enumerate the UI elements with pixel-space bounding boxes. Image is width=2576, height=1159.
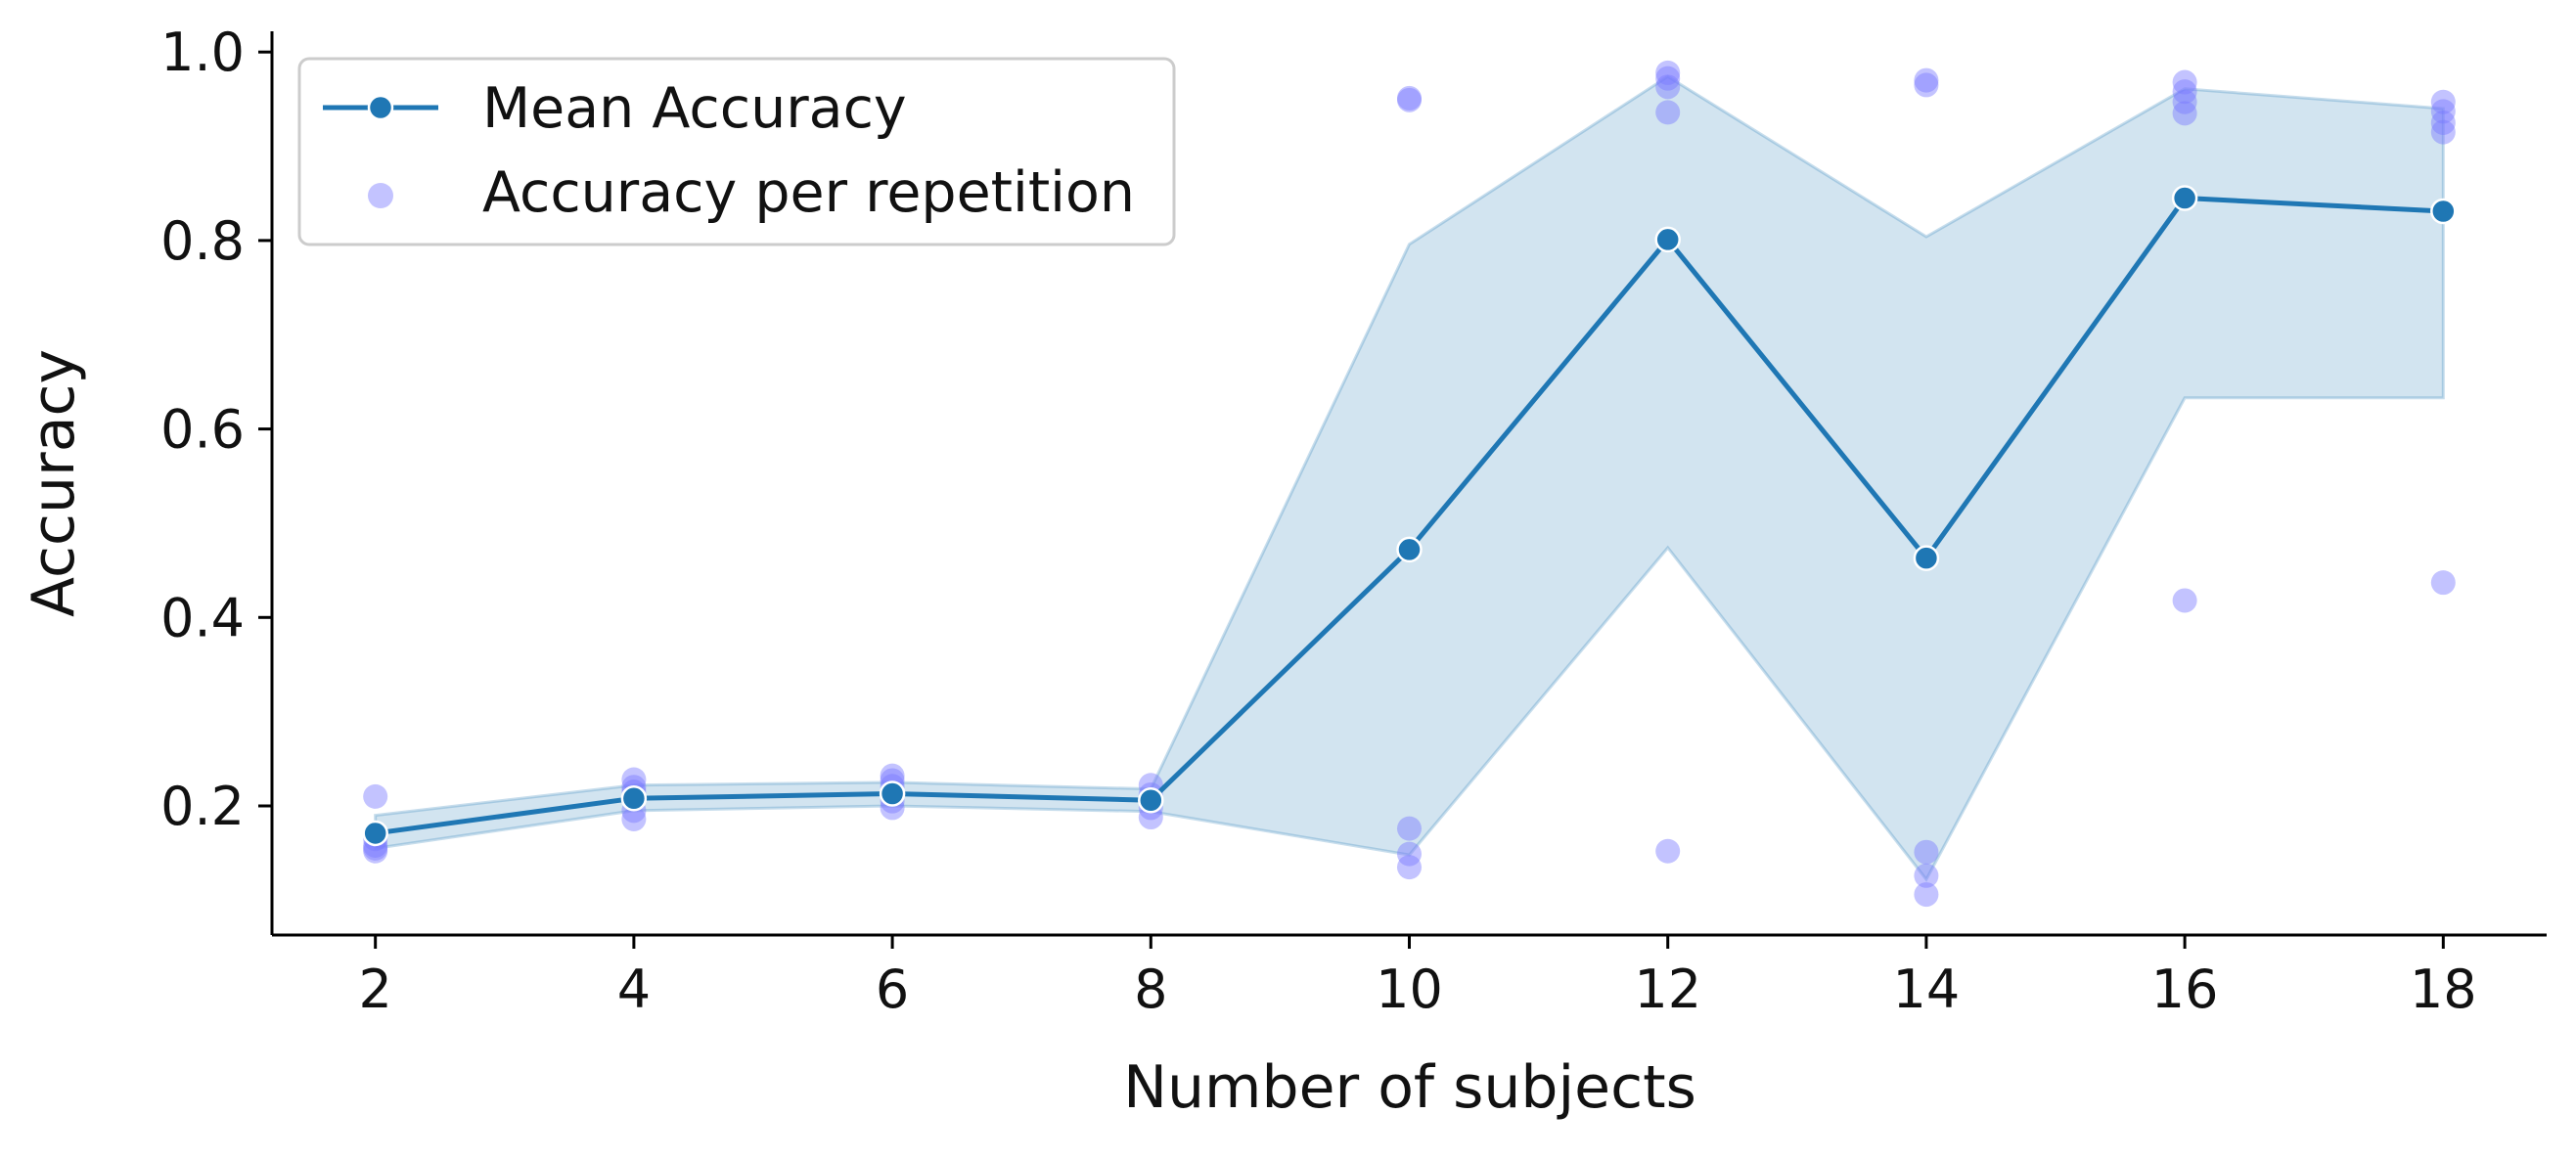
scatter-point-10-21 (1397, 87, 1422, 112)
scatter-point-4-5 (621, 767, 647, 792)
scatter-point-12-26 (1655, 66, 1681, 91)
scatter-point-14-33 (1914, 863, 1939, 888)
scatter-point-12-27 (1655, 74, 1681, 100)
y-ticks: 0.2 0.4 0.6 0.8 1.0 (160, 22, 272, 837)
mean-accuracy-marker-10 (1396, 536, 1423, 563)
scatter-point-16-38 (2172, 101, 2197, 126)
scatter-point-14-30 (1914, 67, 1939, 93)
scatter-point-12-29 (1655, 838, 1681, 864)
x-tick-label-18: 18 (2410, 958, 2477, 1020)
legend-scatter-swatch (368, 183, 393, 208)
scatter-point-2-2 (363, 838, 388, 864)
x-ticks: 2 4 6 8 10 12 14 16 18 (359, 935, 2477, 1020)
mean-accuracy-marker-14 (1913, 545, 1940, 571)
x-axis-title: Number of subjects (1123, 1053, 1696, 1122)
scatter-point-16-35 (2172, 69, 2197, 95)
scatter-point-16-37 (2172, 89, 2197, 114)
scatter-point-16-36 (2172, 79, 2197, 105)
scatter-point-18-40 (2430, 89, 2456, 114)
legend: Mean Accuracy Accuracy per repetition (297, 57, 1176, 246)
scatter-point-14-32 (1914, 839, 1939, 865)
scatter-point-12-25 (1655, 60, 1681, 85)
mean-accuracy-marker-12 (1654, 226, 1681, 253)
scatter-point-18-41 (2430, 99, 2456, 124)
mean-accuracy-marker-4 (620, 785, 648, 812)
x-tick-label-14: 14 (1893, 958, 1961, 1020)
scatter-point-10-20 (1397, 85, 1422, 111)
scatter-point-12-28 (1655, 100, 1681, 125)
scatter-point-18-42 (2430, 110, 2456, 135)
x-tick-label-16: 16 (2151, 958, 2219, 1020)
x-tick-label-10: 10 (1376, 958, 1443, 1020)
x-tick-label-4: 4 (617, 958, 651, 1020)
x-tick-label-8: 8 (1134, 958, 1167, 1020)
scatter-point-6-10 (880, 763, 905, 788)
mean-accuracy-marker-6 (879, 780, 906, 807)
scatter-point-10-23 (1397, 841, 1422, 867)
y-tick-label-1: 1.0 (160, 22, 245, 83)
x-tick-label-6: 6 (876, 958, 909, 1020)
y-tick-label-0.6: 0.6 (160, 399, 245, 461)
x-tick-label-2: 2 (359, 958, 392, 1020)
legend-mean-marker-swatch (367, 94, 394, 121)
y-tick-label-0.2: 0.2 (160, 776, 245, 837)
scatter-point-2-0 (363, 783, 388, 809)
scatter-point-18-43 (2430, 119, 2456, 145)
mean-line-layer (362, 185, 2457, 847)
mean-accuracy-marker-2 (362, 820, 388, 847)
mean-accuracy-marker-18 (2430, 198, 2457, 225)
y-axis-title: Accuracy (20, 349, 88, 617)
scatter-point-18-44 (2430, 570, 2456, 596)
legend-frame (297, 57, 1176, 246)
y-tick-label-0.8: 0.8 (160, 210, 245, 272)
scatter-point-4-9 (621, 806, 647, 831)
x-tick-label-12: 12 (1634, 958, 1701, 1020)
scatter-point-10-22 (1397, 816, 1422, 841)
mean-accuracy-marker-8 (1138, 786, 1164, 814)
y-tick-label-0.4: 0.4 (160, 587, 245, 648)
mean-accuracy-marker-16 (2171, 185, 2198, 211)
legend-label-accuracy-per-repetition: Accuracy per repetition (482, 160, 1135, 225)
legend-label-mean-accuracy: Mean Accuracy (482, 76, 907, 141)
scatter-point-14-34 (1914, 882, 1939, 908)
scatter-point-16-39 (2172, 588, 2197, 613)
scatter-point-14-31 (1914, 72, 1939, 98)
scatter-point-10-24 (1397, 855, 1422, 880)
